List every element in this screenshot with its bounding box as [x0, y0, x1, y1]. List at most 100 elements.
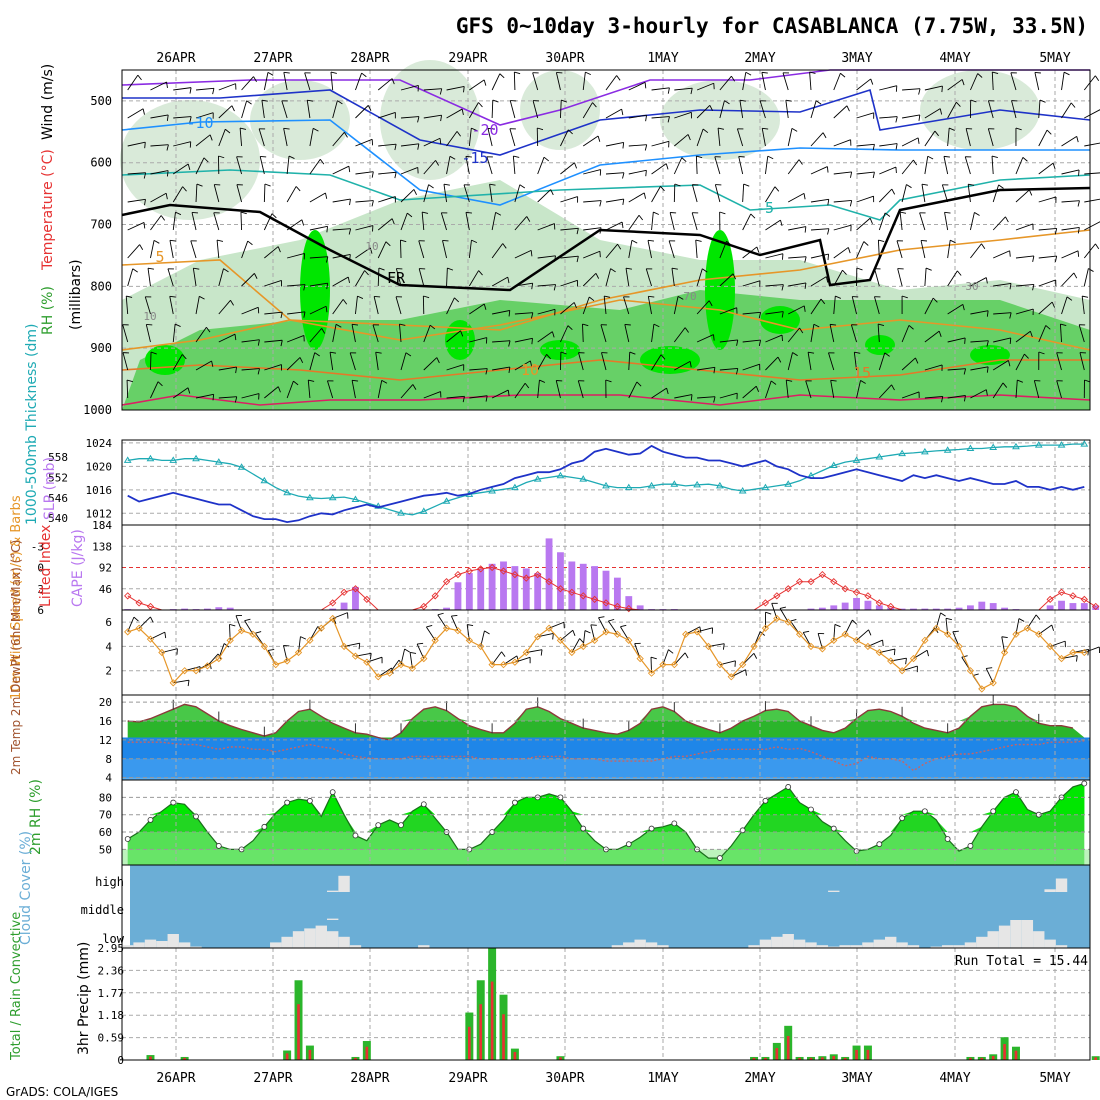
upper-wind-barb: [851, 296, 857, 315]
thickness-marker: [169, 456, 178, 463]
thickness-marker: [306, 493, 314, 501]
li-marker: [613, 602, 622, 611]
wind-speed-marker: [340, 642, 348, 651]
wind-barb-feather: [492, 99, 499, 103]
li-marker: [465, 567, 473, 575]
wind-barb-feather: [394, 172, 397, 179]
upper-wind-barb: [195, 327, 207, 343]
surface-wind-barb: [620, 626, 630, 641]
upper-wind-barb: [218, 105, 233, 119]
wind-barb-feather: [133, 616, 139, 622]
surface-wind-barb: [437, 614, 447, 629]
surface-wind-barb: [1026, 614, 1037, 629]
upper-wind-barb: [947, 337, 966, 343]
cloud-low-bar: [315, 925, 327, 948]
wind-barb-feather: [364, 270, 369, 276]
wind-barb-feather: [561, 99, 568, 103]
wind-barb-feather: [1028, 189, 1033, 196]
wind-barb-feather: [878, 239, 885, 243]
upper-wind-barb: [172, 186, 184, 203]
cloud-low-bar: [873, 939, 886, 948]
wind-barb-feather: [447, 267, 454, 271]
upper-wind-barb: [583, 169, 601, 175]
cloud-high-bar: [338, 875, 350, 892]
upper-wind-barb: [216, 240, 220, 259]
bottom-date-label-3may: 3MAY: [841, 1071, 872, 1086]
upper-wind-barb: [829, 324, 835, 343]
upper-wind-barb: [810, 100, 817, 119]
upper-wind-barb: [1015, 157, 1024, 175]
upper-wind-barb: [423, 160, 436, 175]
wind-barb-feather: [337, 100, 343, 105]
precip-convective-bar: [1003, 1044, 1006, 1060]
wind-barb-feather: [572, 630, 576, 636]
cape-bar: [454, 582, 462, 610]
upper-wind-barb: [195, 360, 212, 371]
rh-contour-label-0: 10: [365, 240, 378, 253]
upper-wind-barb: [167, 268, 174, 287]
upper-wind-barb: [993, 282, 1012, 287]
rh-shade-upper: [920, 70, 1040, 150]
upper-wind-barb: [373, 296, 379, 315]
wind-barb-feather: [1077, 200, 1080, 207]
wind-barb-feather: [758, 312, 762, 319]
upper-wind-barb: [651, 354, 662, 371]
upper-wind-barb: [122, 324, 129, 343]
upper-wind-barb: [261, 100, 265, 119]
wind-barb-feather: [955, 101, 961, 107]
wind-speed-marker: [1035, 630, 1043, 638]
cape-bar: [226, 607, 234, 610]
slp-ytick-1020: 1020: [86, 460, 113, 473]
wind-barb-feather: [126, 295, 133, 298]
upper-wind-barb: [578, 352, 584, 371]
wind-barb-feather: [530, 312, 534, 319]
rh-marker: [170, 799, 177, 806]
wind-barb-feather: [986, 340, 989, 347]
upper-wind-barb: [992, 184, 1000, 203]
upper-wind-barb: [765, 253, 784, 259]
wind-barb-feather: [756, 246, 760, 253]
wind-barb-feather: [884, 212, 891, 217]
upper-wind-barb: [833, 171, 852, 175]
wind-barb-feather: [374, 296, 381, 298]
cloud-low-bar: [634, 939, 646, 948]
li-marker: [568, 588, 576, 596]
thickness-marker: [693, 480, 701, 488]
wind-speed-marker: [215, 654, 223, 663]
precip-convective-bar: [468, 1026, 471, 1060]
wind-barb-feather: [166, 114, 169, 121]
wind-barb-feather: [869, 218, 873, 224]
upper-wind-barb: [172, 387, 189, 399]
wind-barb-feather: [367, 105, 372, 111]
upper-wind-barb: [605, 75, 617, 91]
upper-wind-barb: [287, 311, 306, 315]
wind-barb-feather: [175, 211, 182, 216]
wind-barb-feather: [803, 630, 810, 633]
wind-barb-feather: [244, 618, 251, 622]
cloud-level-middle: middle: [81, 903, 124, 917]
wind-barb-feather: [1009, 283, 1012, 290]
upper-wind-barb: [469, 395, 488, 399]
wind-barb-feather: [621, 109, 624, 116]
wind-barb-feather: [610, 268, 616, 273]
cloud-low-bar: [896, 942, 908, 948]
upper-wind-barb: [582, 296, 590, 315]
precip-convective-bar: [285, 1053, 289, 1060]
wind-barb-feather: [599, 227, 602, 234]
upper-wind-barb: [1061, 135, 1077, 147]
upper-wind-barb: [1038, 325, 1047, 343]
upper-wind-barb: [489, 184, 493, 203]
wind-barb-feather: [307, 99, 314, 102]
upper-wind-barb: [332, 228, 351, 231]
wind-barb-feather: [842, 269, 847, 275]
wind-speed-marker: [272, 661, 280, 669]
thickness-ytick-540: 540: [48, 512, 68, 525]
upper-wind-barb: [856, 143, 875, 147]
wind-barb-feather: [702, 268, 708, 273]
upper-wind-barb: [901, 137, 919, 147]
li-marker: [329, 599, 337, 607]
upper-wind-barb: [714, 184, 721, 203]
upper-wind-barb: [810, 324, 815, 343]
cloud-low-bar: [144, 939, 157, 948]
